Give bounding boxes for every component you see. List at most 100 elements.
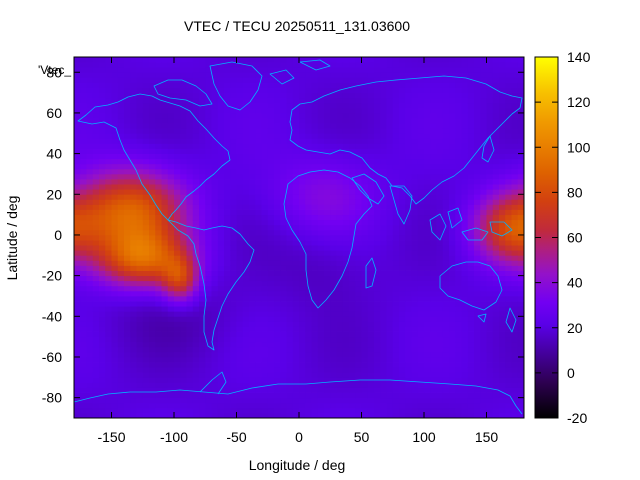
heatmap-cell bbox=[392, 118, 400, 124]
heatmap-cell bbox=[249, 107, 256, 114]
heatmap-cell bbox=[367, 194, 375, 200]
heatmap-cell bbox=[111, 133, 119, 139]
heatmap-cell bbox=[317, 57, 325, 63]
heatmap-cell bbox=[324, 377, 331, 383]
heatmap-cell bbox=[336, 168, 344, 175]
heatmap-cell bbox=[492, 280, 500, 287]
heatmap-cell bbox=[374, 255, 381, 261]
heatmap-cell bbox=[80, 377, 87, 383]
heatmap-cell bbox=[392, 229, 400, 236]
heatmap-cell bbox=[380, 382, 387, 388]
heatmap-cell bbox=[267, 260, 275, 266]
heatmap-cell bbox=[149, 316, 156, 322]
heatmap-cell bbox=[186, 67, 194, 73]
heatmap-cell bbox=[255, 285, 262, 292]
heatmap-cell bbox=[367, 255, 375, 261]
heatmap-cell bbox=[174, 392, 181, 399]
heatmap-cell bbox=[442, 270, 450, 277]
heatmap-cell bbox=[349, 412, 356, 418]
heatmap-cell bbox=[399, 285, 406, 292]
heatmap-cell bbox=[480, 97, 487, 104]
heatmap-cell bbox=[136, 265, 144, 271]
heatmap-cell bbox=[317, 245, 325, 251]
heatmap-cell bbox=[142, 301, 150, 307]
heatmap-cell bbox=[117, 92, 125, 99]
heatmap-cell bbox=[467, 209, 475, 216]
heatmap-cell bbox=[92, 224, 100, 231]
heatmap-cell bbox=[492, 224, 500, 231]
heatmap-cell bbox=[361, 301, 369, 307]
heatmap-cell bbox=[511, 382, 519, 388]
heatmap-cell bbox=[361, 285, 369, 292]
heatmap-cell bbox=[274, 163, 281, 170]
heatmap-cell bbox=[86, 67, 94, 73]
heatmap-cell bbox=[117, 336, 125, 343]
heatmap-cell bbox=[211, 240, 219, 246]
heatmap-cell bbox=[130, 143, 137, 149]
heatmap-cell bbox=[111, 290, 119, 297]
heatmap-cell bbox=[80, 255, 87, 261]
heatmap-cell bbox=[155, 107, 162, 114]
heatmap-cell bbox=[280, 224, 287, 231]
heatmap-cell bbox=[255, 204, 262, 210]
heatmap-cell bbox=[336, 153, 344, 160]
heatmap-cell bbox=[142, 107, 150, 114]
heatmap-cell bbox=[224, 412, 231, 418]
heatmap-cell bbox=[311, 356, 319, 363]
heatmap-cell bbox=[492, 128, 500, 134]
heatmap-cell bbox=[486, 316, 494, 322]
heatmap-cell bbox=[124, 199, 131, 205]
heatmap-cell bbox=[80, 402, 87, 409]
heatmap-cell bbox=[236, 143, 244, 149]
heatmap-cell bbox=[105, 362, 112, 368]
heatmap-cell bbox=[436, 179, 444, 185]
heatmap-cell bbox=[311, 219, 319, 226]
heatmap-cell bbox=[392, 260, 400, 266]
heatmap-cell bbox=[467, 229, 475, 236]
heatmap-cell bbox=[267, 377, 275, 383]
heatmap-cell bbox=[99, 280, 106, 287]
heatmap-cell bbox=[342, 214, 350, 221]
heatmap-cell bbox=[236, 326, 244, 332]
heatmap-cell bbox=[167, 112, 175, 119]
heatmap-cell bbox=[461, 57, 469, 63]
heatmap-cell bbox=[405, 163, 412, 170]
heatmap-cell bbox=[505, 412, 512, 418]
heatmap-cell bbox=[399, 255, 406, 261]
heatmap-cell bbox=[405, 107, 412, 114]
heatmap-cell bbox=[242, 224, 250, 231]
heatmap-cell bbox=[136, 224, 144, 231]
heatmap-cell bbox=[136, 351, 144, 358]
heatmap-cell bbox=[367, 72, 375, 78]
heatmap-cell bbox=[324, 321, 331, 327]
heatmap-cell bbox=[249, 138, 256, 144]
heatmap-cell bbox=[86, 255, 94, 261]
heatmap-cell bbox=[442, 407, 450, 414]
heatmap-cell bbox=[149, 128, 156, 134]
heatmap-cell bbox=[205, 270, 212, 277]
heatmap-cell bbox=[280, 341, 287, 348]
heatmap-cell bbox=[255, 219, 262, 226]
heatmap-cell bbox=[499, 245, 506, 251]
heatmap-cell bbox=[130, 138, 137, 144]
heatmap-cell bbox=[436, 173, 444, 180]
heatmap-cell bbox=[192, 397, 200, 404]
heatmap-cell bbox=[130, 392, 137, 399]
heatmap-cell bbox=[492, 234, 500, 241]
heatmap-cell bbox=[142, 387, 150, 393]
heatmap-cell bbox=[336, 148, 344, 154]
heatmap-cell bbox=[392, 356, 400, 363]
heatmap-cell bbox=[492, 133, 500, 139]
heatmap-cell bbox=[349, 112, 356, 119]
heatmap-cell bbox=[105, 250, 112, 256]
heatmap-cell bbox=[224, 204, 231, 210]
heatmap-cell bbox=[224, 392, 231, 399]
heatmap-cell bbox=[174, 153, 181, 160]
heatmap-cell bbox=[217, 351, 225, 358]
heatmap-cell bbox=[355, 158, 362, 165]
heatmap-cell bbox=[192, 229, 200, 236]
heatmap-cell bbox=[361, 245, 369, 251]
heatmap-cell bbox=[111, 107, 119, 114]
heatmap-cell bbox=[455, 209, 462, 216]
heatmap-cell bbox=[317, 346, 325, 353]
